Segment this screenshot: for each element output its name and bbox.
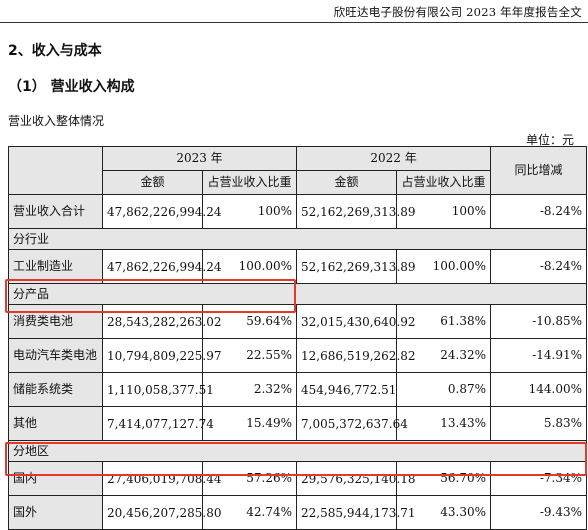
amount-2023-header: 金额 [102, 170, 203, 195]
row-label: 营业收入合计 [8, 194, 103, 229]
table-caption: 营业收入整体情况 [8, 114, 105, 128]
subsection-title: （1） 营业收入构成 [8, 79, 135, 95]
yoy-change: 144.00% [490, 372, 588, 407]
year-2022-header: 2022 年 [296, 146, 492, 171]
yoy-change: -14.91% [490, 338, 588, 373]
group-label: 分产品 [7, 283, 588, 305]
amount-2023: 10,794,809,225.97 [102, 338, 222, 373]
share-2023: 57.26% [201, 461, 298, 496]
table-row: 国外 20,456,207,285.80 42.74% 22,585,944,1… [8, 495, 588, 530]
amount-2023: 47,862,226,994.24 [102, 249, 222, 284]
table-header-row-2: 金额 占营业收入比重 金额 占营业收入比重 [9, 170, 587, 195]
yoy-change: -10.85% [490, 304, 588, 339]
amount-2022: 22,585,944,173.71 [296, 495, 416, 530]
yoy-change: -8.24% [490, 194, 588, 229]
amount-2022: 32,015,430,640.92 [296, 304, 416, 339]
row-label: 电动汽车类电池 [8, 338, 103, 373]
yoy-change: 5.83% [490, 406, 588, 441]
amount-2022: 52,162,269,313.89 [296, 194, 416, 229]
row-label: 国外 [8, 495, 103, 530]
group-label: 分行业 [7, 228, 588, 250]
unit-label: 单位：元 [525, 133, 574, 147]
row-label: 储能系统类 [8, 372, 103, 407]
table-row: 消费类电池 28,543,282,263.02 59.64% 32,015,43… [8, 304, 588, 339]
page-header: 欣旺达电子股份有限公司 2023 年年度报告全文 [0, 0, 588, 23]
share-2022: 24.32% [396, 338, 492, 373]
table-row: 储能系统类 1,110,058,377.51 2.32% 454,946,772… [8, 372, 588, 407]
row-label: 国内 [8, 461, 103, 496]
share-2022: 13.43% [396, 406, 492, 441]
amount-2022: 29,576,325,140.18 [296, 461, 416, 496]
share-2022: 100.00% [396, 249, 492, 284]
year-2023-header: 2023 年 [101, 146, 298, 171]
share-2023-header: 占营业收入比重 [201, 170, 298, 195]
share-2023: 15.49% [201, 406, 298, 441]
amount-2022: 7,005,372,637.64 [296, 406, 408, 441]
report-title: 欣旺达电子股份有限公司 2023 年年度报告全文 [333, 5, 582, 19]
amount-2023: 20,456,207,285.80 [102, 495, 222, 530]
amount-2023: 28,543,282,263.02 [102, 304, 222, 339]
amount-2022: 12,686,519,262.82 [296, 338, 416, 373]
group-row-region: 分地区 [7, 440, 588, 462]
amount-2022: 52,162,269,313.89 [296, 249, 416, 284]
amount-2022: 454,946,772.51 [296, 372, 398, 407]
amount-2023: 1,110,058,377.51 [102, 372, 214, 407]
yoy-change: -9.43% [490, 495, 588, 530]
yoy-header: 同比增减 [490, 146, 588, 195]
share-2022: 100% [396, 194, 492, 229]
share-2023: 100% [201, 194, 298, 229]
share-2023: 59.64% [201, 304, 298, 339]
section-title: 2、收入与成本 [8, 43, 102, 59]
table-row: 国内 27,406,019,708.44 57.26% 29,576,325,1… [8, 461, 588, 496]
share-2023: 42.74% [201, 495, 298, 530]
yoy-change: -8.24% [490, 249, 588, 284]
row-label: 消费类电池 [8, 304, 103, 339]
share-2022: 61.38% [396, 304, 492, 339]
share-2022: 56.70% [396, 461, 492, 496]
share-2022-header: 占营业收入比重 [396, 170, 492, 195]
share-2022: 43.30% [396, 495, 492, 530]
row-label: 工业制造业 [8, 249, 103, 284]
table-header-row-1: 2023 年 2022 年 同比增减 [8, 146, 588, 195]
table-row: 工业制造业 47,862,226,994.24 100.00% 52,162,2… [8, 249, 588, 284]
group-row-product: 分产品 [7, 283, 588, 305]
table-row: 其他 7,414,077,127.74 15.49% 7,005,372,637… [8, 406, 588, 441]
group-row-industry: 分行业 [7, 228, 588, 250]
share-2022: 0.87% [396, 372, 492, 407]
amount-2023: 27,406,019,708.44 [102, 461, 222, 496]
amount-2023: 47,862,226,994.24 [102, 194, 222, 229]
amount-2023: 7,414,077,127.74 [102, 406, 214, 441]
yoy-change: -7.34% [490, 461, 588, 496]
total-row: 营业收入合计 47,862,226,994.24 100% 52,162,269… [8, 194, 588, 229]
corner-cell [8, 146, 103, 195]
table-row: 电动汽车类电池 10,794,809,225.97 22.55% 12,686,… [8, 338, 588, 373]
revenue-table: 2023 年 2022 年 同比增减 金额 占营业收入比重 金额 占营业收入比重… [7, 146, 588, 530]
share-2023: 2.32% [201, 372, 298, 407]
amount-2022-header: 金额 [296, 170, 398, 195]
row-label: 其他 [8, 406, 103, 441]
group-label: 分地区 [7, 440, 588, 462]
